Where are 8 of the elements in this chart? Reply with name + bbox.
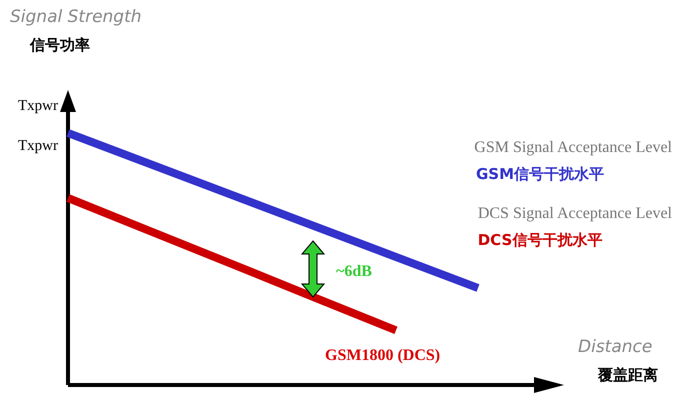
text: GSM Signal Acceptance Level GSM信号干扰水平: [474, 139, 673, 183]
text: DCS Signal Acceptance Level DCS信号干扰水平: [478, 205, 673, 249]
text: Txpwr: [18, 138, 58, 154]
y-axis-title: Signal Strength 信号功率: [10, 7, 142, 54]
text: Txpwr: [18, 98, 58, 114]
annotation: ~6dB: [336, 263, 372, 280]
annotation: GSM1800 (DCS): [325, 347, 440, 364]
x-axis-title: Distance 覆盖距离: [578, 337, 658, 384]
